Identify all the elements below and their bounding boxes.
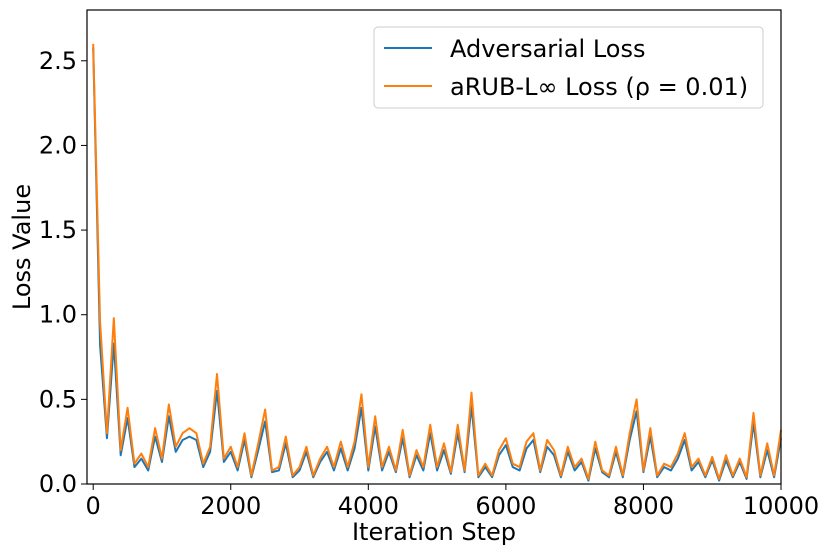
x-tick-label: 2000: [200, 492, 261, 520]
y-tick-label: 1.5: [39, 216, 77, 244]
y-tick-label: 2.0: [39, 131, 77, 159]
x-tick-label: 8000: [613, 492, 674, 520]
legend-box: [373, 26, 764, 109]
legend-label: aRUB-L∞ Loss (ρ = 0.01): [450, 73, 748, 101]
y-axis-label: Loss Value: [8, 184, 36, 310]
series-line: [92, 43, 782, 480]
x-tick-label: 6000: [475, 492, 536, 520]
y-tick-label: 0.5: [39, 385, 77, 413]
y-tick-label: 0.0: [39, 470, 77, 498]
y-tick-label: 1.0: [39, 301, 77, 329]
legend-label: Adversarial Loss: [450, 35, 645, 63]
x-tick-label: 0: [86, 492, 101, 520]
x-tick-label: 10000: [743, 492, 819, 520]
y-tick-label: 2.5: [39, 47, 77, 75]
x-axis-label: Iteration Step: [352, 518, 516, 546]
series-line: [92, 47, 782, 482]
plot-frame: [86, 9, 782, 485]
x-tick-label: 4000: [338, 492, 399, 520]
